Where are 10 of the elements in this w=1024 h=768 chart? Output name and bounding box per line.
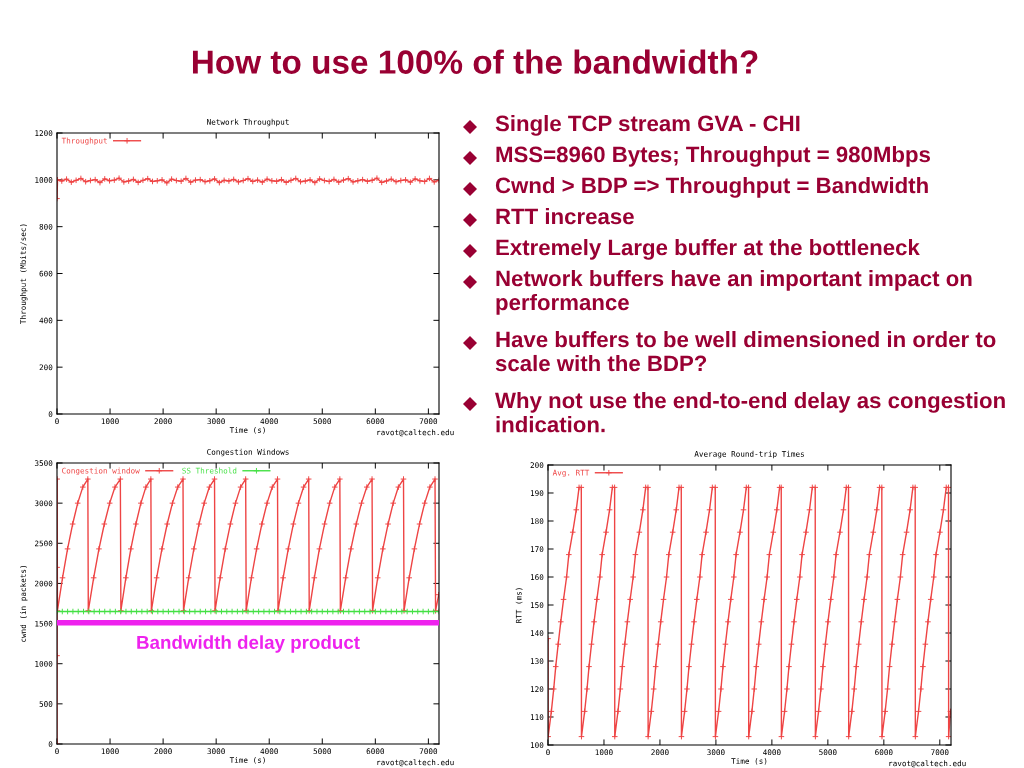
- ref-line-label: Bandwidth delay product: [137, 635, 360, 653]
- text: Cwnd > BDP => Throughput = Bandwidth: [495, 177, 928, 198]
- text: MSS=8960 Bytes; Throughput = 980Mbps: [496, 146, 930, 167]
- text: Have buffers to be well dimensioned in order to scale with the BDP?: [495, 331, 996, 372]
- text: Single TCP stream GVA - CHI: [495, 115, 800, 136]
- text: Extremely Large buffer at the bottleneck: [496, 239, 920, 260]
- text: Why not use the end-to-end delay as congestion indication.: [495, 392, 1005, 433]
- text: RTT increase: [496, 208, 634, 225]
- text: Network buffers have an important impact on performance: [496, 270, 972, 315]
- text: How to use 100% of the bandwidth?: [192, 49, 758, 74]
